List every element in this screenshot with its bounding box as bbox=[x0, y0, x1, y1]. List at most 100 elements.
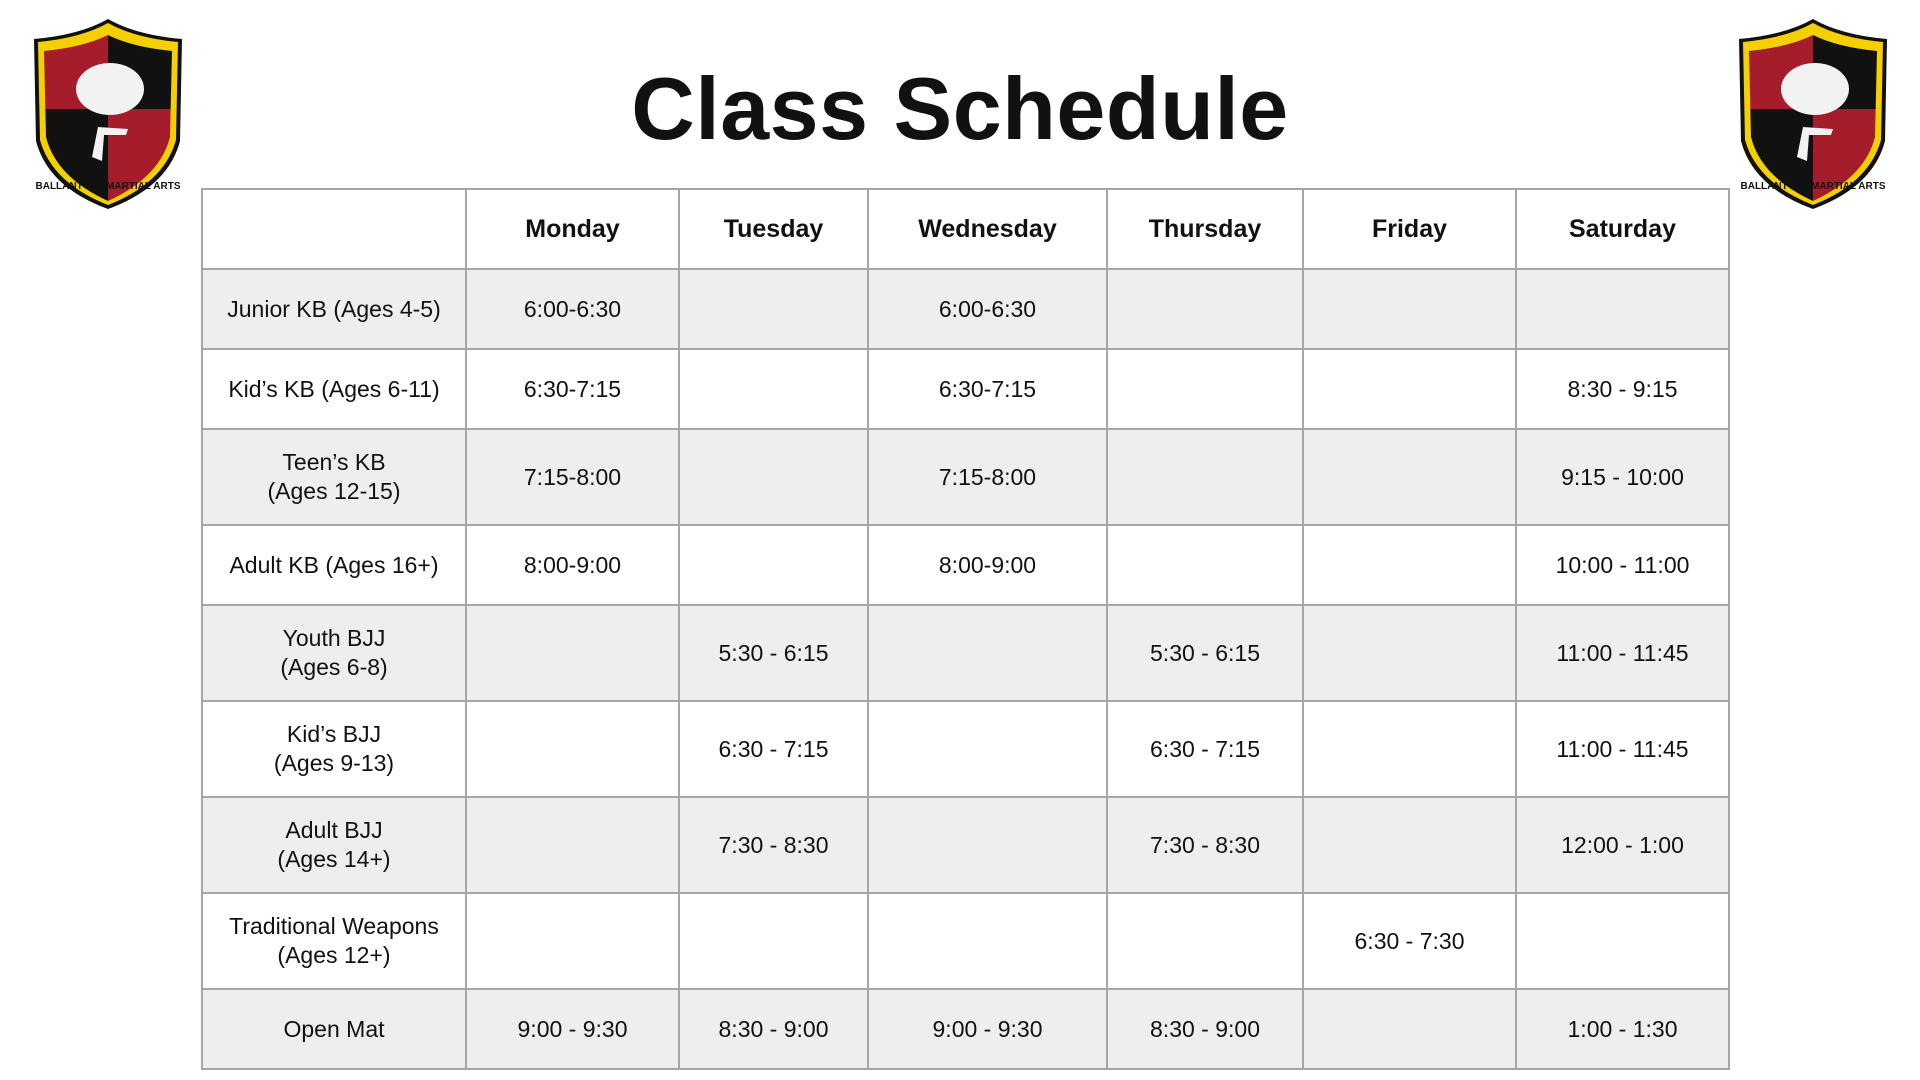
time-cell-wednesday: 6:00-6:30 bbox=[867, 268, 1108, 350]
schedule-row: Kid’s BJJ (Ages 9-13) 6:30 - 7:15 6:30 - 7:… bbox=[201, 700, 1730, 798]
time-cell-friday bbox=[1302, 796, 1517, 894]
time-cell-thursday: 8:30 - 9:00 bbox=[1106, 988, 1304, 1070]
page-title: Class Schedule bbox=[631, 59, 1289, 158]
time-cell-friday bbox=[1302, 428, 1517, 526]
class-name-line: Traditional Weapons bbox=[229, 913, 439, 939]
time-cell-saturday: 9:15 - 10:00 bbox=[1515, 428, 1730, 526]
time-cell-wednesday bbox=[867, 604, 1108, 702]
time-cell-monday: 9:00 - 9:30 bbox=[465, 988, 680, 1070]
time-cell-wednesday: 6:30-7:15 bbox=[867, 348, 1108, 430]
class-name-line: (Ages 12+) bbox=[277, 942, 391, 968]
time-cell-friday bbox=[1302, 700, 1517, 798]
class-name-cell: Open Mat bbox=[201, 988, 467, 1070]
time-cell-thursday bbox=[1106, 524, 1304, 606]
class-schedule-table: Monday Tuesday Wednesday Thursday Friday Satu… bbox=[201, 188, 1730, 1070]
time-cell-wednesday bbox=[867, 796, 1108, 894]
class-name-cell: Youth BJJ (Ages 6-8) bbox=[201, 604, 467, 702]
time-cell-monday bbox=[465, 892, 680, 990]
time-cell-monday bbox=[465, 604, 680, 702]
ballantyne-logo-right: BALLANTYNE MARTIAL ARTS bbox=[1739, 19, 1887, 209]
header-monday: Monday bbox=[465, 188, 680, 270]
time-cell-monday: 6:00-6:30 bbox=[465, 268, 680, 350]
time-cell-tuesday: 8:30 - 9:00 bbox=[678, 988, 869, 1070]
header-thursday: Thursday bbox=[1106, 188, 1304, 270]
svg-text:BALLANTYNE MARTIAL ARTS: BALLANTYNE MARTIAL ARTS bbox=[36, 181, 181, 192]
time-cell-thursday: 6:30 - 7:15 bbox=[1106, 700, 1304, 798]
schedule-row: Youth BJJ (Ages 6-8) 5:30 - 6:15 5:30 - 6:1… bbox=[201, 604, 1730, 702]
time-cell-wednesday: 7:15-8:00 bbox=[867, 428, 1108, 526]
class-name-cell: Adult KB (Ages 16+) bbox=[201, 524, 467, 606]
header-corner-cell bbox=[201, 188, 467, 270]
time-cell-monday: 6:30-7:15 bbox=[465, 348, 680, 430]
time-cell-friday bbox=[1302, 988, 1517, 1070]
time-cell-tuesday: 6:30 - 7:15 bbox=[678, 700, 869, 798]
time-cell-tuesday bbox=[678, 892, 869, 990]
class-name-line: (Ages 12-15) bbox=[267, 478, 401, 504]
header-tuesday: Tuesday bbox=[678, 188, 869, 270]
class-name-cell: Junior KB (Ages 4-5) bbox=[201, 268, 467, 350]
header-wednesday: Wednesday bbox=[867, 188, 1108, 270]
class-name-line: Teen’s KB bbox=[282, 449, 386, 475]
time-cell-saturday bbox=[1515, 268, 1730, 350]
time-cell-tuesday bbox=[678, 268, 869, 350]
schedule-row: Adult KB (Ages 16+) 8:00-9:00 8:00-9:00 10:… bbox=[201, 524, 1730, 606]
class-name-line: Adult KB (Ages 16+) bbox=[229, 551, 439, 578]
time-cell-monday bbox=[465, 796, 680, 894]
time-cell-tuesday bbox=[678, 524, 869, 606]
class-name-line: Junior KB (Ages 4-5) bbox=[227, 295, 441, 322]
time-cell-thursday bbox=[1106, 268, 1304, 350]
time-cell-friday bbox=[1302, 268, 1517, 350]
time-cell-friday bbox=[1302, 604, 1517, 702]
class-name-line: Kid’s BJJ bbox=[286, 721, 382, 747]
time-cell-friday bbox=[1302, 348, 1517, 430]
time-cell-friday: 6:30 - 7:30 bbox=[1302, 892, 1517, 990]
time-cell-monday bbox=[465, 700, 680, 798]
class-name-line: (Ages 14+) bbox=[277, 846, 391, 872]
time-cell-tuesday bbox=[678, 428, 869, 526]
time-cell-saturday bbox=[1515, 892, 1730, 990]
time-cell-thursday bbox=[1106, 348, 1304, 430]
time-cell-wednesday bbox=[867, 892, 1108, 990]
time-cell-thursday: 5:30 - 6:15 bbox=[1106, 604, 1304, 702]
time-cell-saturday: 10:00 - 11:00 bbox=[1515, 524, 1730, 606]
time-cell-tuesday bbox=[678, 348, 869, 430]
class-name-cell: Kid’s KB (Ages 6-11) bbox=[201, 348, 467, 430]
time-cell-tuesday: 5:30 - 6:15 bbox=[678, 604, 869, 702]
time-cell-saturday: 12:00 - 1:00 bbox=[1515, 796, 1730, 894]
class-name-cell: Kid’s BJJ (Ages 9-13) bbox=[201, 700, 467, 798]
class-name-line: (Ages 9-13) bbox=[273, 750, 395, 776]
class-name-line: Kid’s KB (Ages 6-11) bbox=[228, 375, 440, 402]
schedule-row: Traditional Weapons (Ages 12+) 6:30 - 7:30 bbox=[201, 892, 1730, 990]
time-cell-thursday bbox=[1106, 428, 1304, 526]
time-cell-saturday: 11:00 - 11:45 bbox=[1515, 604, 1730, 702]
header-row: Monday Tuesday Wednesday Thursday Friday Satu… bbox=[201, 188, 1730, 270]
time-cell-wednesday: 9:00 - 9:30 bbox=[867, 988, 1108, 1070]
time-cell-friday bbox=[1302, 524, 1517, 606]
class-name-line: Adult BJJ bbox=[285, 817, 383, 843]
class-name-cell: Teen’s KB (Ages 12-15) bbox=[201, 428, 467, 526]
schedule-row: Kid’s KB (Ages 6-11) 6:30-7:15 6:30-7:15 8:… bbox=[201, 348, 1730, 430]
time-cell-wednesday: 8:00-9:00 bbox=[867, 524, 1108, 606]
schedule-row: Open Mat 9:00 - 9:30 8:30 - 9:00 9:00 - 9:3… bbox=[201, 988, 1730, 1070]
ballantyne-logo-left: BALLANTYNE MARTIAL ARTS bbox=[34, 19, 182, 209]
schedule-row: Teen’s KB (Ages 12-15) 7:15-8:00 7:15-8:00 9… bbox=[201, 428, 1730, 526]
time-cell-saturday: 8:30 - 9:15 bbox=[1515, 348, 1730, 430]
schedule-row: Junior KB (Ages 4-5) 6:00-6:30 6:00-6:30 bbox=[201, 268, 1730, 350]
time-cell-saturday: 1:00 - 1:30 bbox=[1515, 988, 1730, 1070]
time-cell-tuesday: 7:30 - 8:30 bbox=[678, 796, 869, 894]
time-cell-monday: 8:00-9:00 bbox=[465, 524, 680, 606]
header-saturday: Saturday bbox=[1515, 188, 1730, 270]
class-name-cell: Adult BJJ (Ages 14+) bbox=[201, 796, 467, 894]
time-cell-thursday bbox=[1106, 892, 1304, 990]
time-cell-wednesday bbox=[867, 700, 1108, 798]
class-name-cell: Traditional Weapons (Ages 12+) bbox=[201, 892, 467, 990]
time-cell-saturday: 11:00 - 11:45 bbox=[1515, 700, 1730, 798]
header-friday: Friday bbox=[1302, 188, 1517, 270]
schedule-row: Adult BJJ (Ages 14+) 7:30 - 8:30 7:30 - 8:3… bbox=[201, 796, 1730, 894]
time-cell-monday: 7:15-8:00 bbox=[465, 428, 680, 526]
class-name-line: Open Mat bbox=[283, 1015, 385, 1042]
class-name-line: Youth BJJ bbox=[282, 625, 386, 651]
svg-text:BALLANTYNE MARTIAL ARTS: BALLANTYNE MARTIAL ARTS bbox=[1741, 181, 1886, 192]
time-cell-thursday: 7:30 - 8:30 bbox=[1106, 796, 1304, 894]
class-name-line: (Ages 6-8) bbox=[280, 654, 388, 680]
